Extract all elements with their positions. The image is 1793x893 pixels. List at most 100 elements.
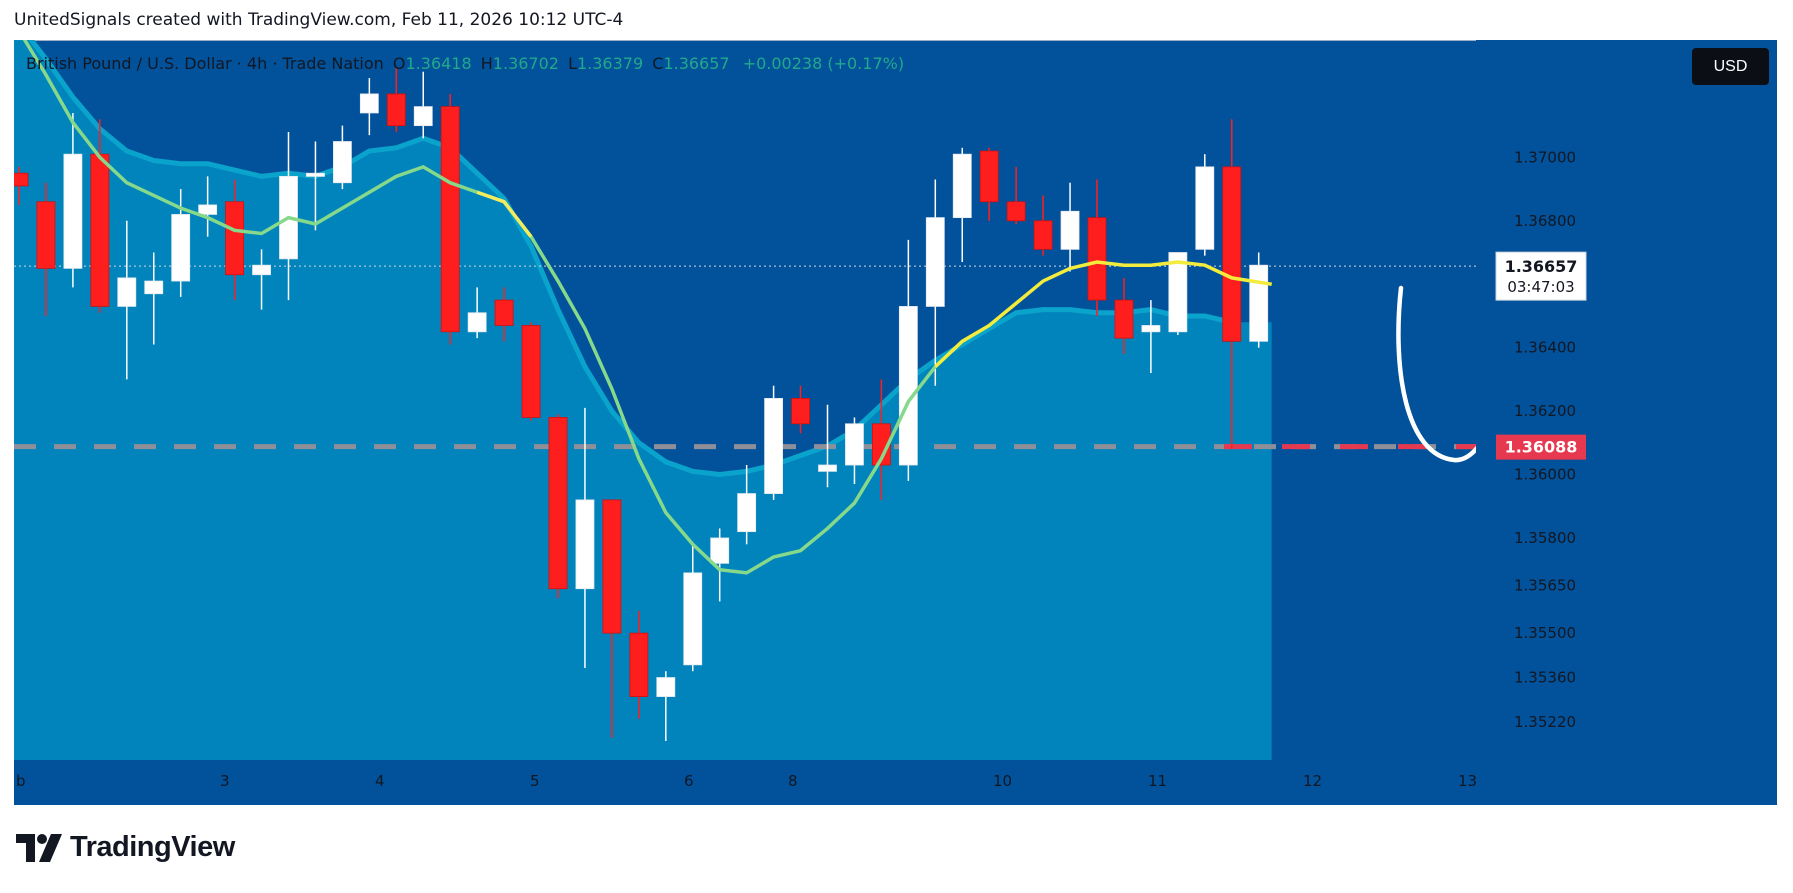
target-price-label: 1.36088 <box>1505 438 1578 457</box>
candle-body <box>1249 264 1269 342</box>
y-tick-label: 1.36200 <box>1514 402 1576 420</box>
x-tick-label: 8 <box>788 772 798 790</box>
candle-body <box>1195 166 1215 250</box>
x-tick-label: 4 <box>375 772 385 790</box>
candle-body <box>1141 325 1161 333</box>
bullish-candle <box>925 179 945 386</box>
candle-body <box>117 277 137 307</box>
candle-body <box>36 201 56 269</box>
candle-body <box>1114 299 1134 339</box>
bearish-candle <box>791 385 810 434</box>
bullish-candle <box>952 147 972 263</box>
candle-body <box>898 306 918 466</box>
symbol-label: British Pound / U.S. Dollar · 4h · Trade… <box>26 54 384 73</box>
bullish-candle <box>306 141 325 231</box>
open-value: 1.36418 <box>405 54 472 73</box>
bearish-candle <box>548 414 568 599</box>
bearish-candle <box>1033 195 1053 256</box>
candle-body <box>521 325 541 418</box>
bearish-candle <box>1087 179 1107 316</box>
x-tick-label: b <box>16 772 26 790</box>
bullish-candle <box>413 71 433 139</box>
y-tick-label: 1.35800 <box>1514 529 1576 547</box>
candle-body <box>332 141 352 184</box>
candle-body <box>14 172 29 187</box>
bullish-candle <box>252 249 271 310</box>
y-tick-label: 1.36800 <box>1514 212 1576 230</box>
candle-body <box>1060 210 1080 250</box>
bearish-candle <box>90 119 110 313</box>
candle-body <box>306 172 325 177</box>
countdown-label: 03:47:03 <box>1507 278 1574 296</box>
bearish-candle <box>521 322 541 421</box>
candle-body <box>602 499 622 634</box>
bullish-candle <box>1168 252 1188 335</box>
bullish-candle <box>171 189 191 297</box>
candle-body <box>710 537 730 564</box>
y-tick-label: 1.36000 <box>1514 466 1576 484</box>
bullish-candle <box>332 125 352 190</box>
candle-body <box>359 93 379 114</box>
tradingview-logo-icon <box>16 833 62 862</box>
bullish-candle <box>117 220 137 380</box>
candle-body <box>683 572 703 666</box>
low-value: 1.36379 <box>576 54 644 73</box>
x-tick-label: 11 <box>1148 772 1167 790</box>
attribution-text: UnitedSignals created with TradingView.c… <box>14 10 624 30</box>
bullish-candle <box>1060 182 1080 272</box>
y-tick-label: 1.35220 <box>1514 713 1576 731</box>
close-value: 1.36657 <box>663 54 730 73</box>
change-value: +0.00238 (+0.17%) <box>742 54 905 73</box>
price-axis-panel <box>1476 40 1777 805</box>
candle-body <box>252 264 271 276</box>
bearish-candle <box>440 93 460 345</box>
candle-body <box>737 493 757 533</box>
candle-body <box>1222 166 1242 342</box>
candle-body <box>629 632 649 697</box>
bullish-candle <box>656 671 676 741</box>
time-axis-panel <box>14 760 1476 805</box>
bullish-candle <box>845 417 864 485</box>
bearish-candle <box>602 499 622 738</box>
bearish-candle <box>14 166 29 205</box>
candle-body <box>386 93 406 127</box>
bearish-candle <box>1006 166 1026 224</box>
bullish-candle <box>818 404 837 488</box>
candle-body <box>1033 220 1053 250</box>
tradingview-logo[interactable]: TradingView <box>16 831 235 864</box>
candle-body <box>845 423 864 466</box>
bullish-candle <box>1141 300 1161 374</box>
candle-body <box>548 417 568 590</box>
bullish-candle <box>198 176 218 237</box>
candle-body <box>791 398 810 425</box>
bullish-candle <box>1195 154 1215 256</box>
close-label: C <box>652 54 664 73</box>
target-price-badge <box>1496 434 1586 460</box>
bullish-candle <box>683 544 703 672</box>
candle-body <box>925 217 945 307</box>
moving-average-lower-yellow-segment <box>476 190 533 238</box>
bullish-candle <box>710 528 730 602</box>
candlestick-chart[interactable]: 1.36081.370001.368001.364001.362001.3600… <box>14 40 1777 805</box>
candle-body <box>1006 201 1026 222</box>
x-tick-label: 3 <box>220 772 230 790</box>
candle-body <box>575 499 595 590</box>
candle-body <box>494 299 514 326</box>
cloud-fill-area <box>14 40 1272 760</box>
bullish-candle <box>898 239 918 481</box>
candle-body <box>764 398 783 494</box>
candle-body <box>90 153 110 307</box>
current-price-label: 1.36657 <box>1505 257 1578 276</box>
bullish-candle <box>575 407 595 669</box>
candle-body <box>818 464 837 472</box>
x-tick-label: 13 <box>1458 772 1477 790</box>
y-tick-label: 1.35500 <box>1514 624 1576 642</box>
high-value: 1.36702 <box>492 54 559 73</box>
bearish-candle <box>629 610 649 719</box>
bullish-candle <box>467 287 487 339</box>
bullish-candle <box>1249 252 1269 348</box>
ohlc-legend: British Pound / U.S. Dollar · 4h · Trade… <box>26 54 904 73</box>
bearish-candle <box>979 147 999 221</box>
currency-button[interactable]: USD <box>1692 48 1769 85</box>
candle-body <box>171 214 191 282</box>
